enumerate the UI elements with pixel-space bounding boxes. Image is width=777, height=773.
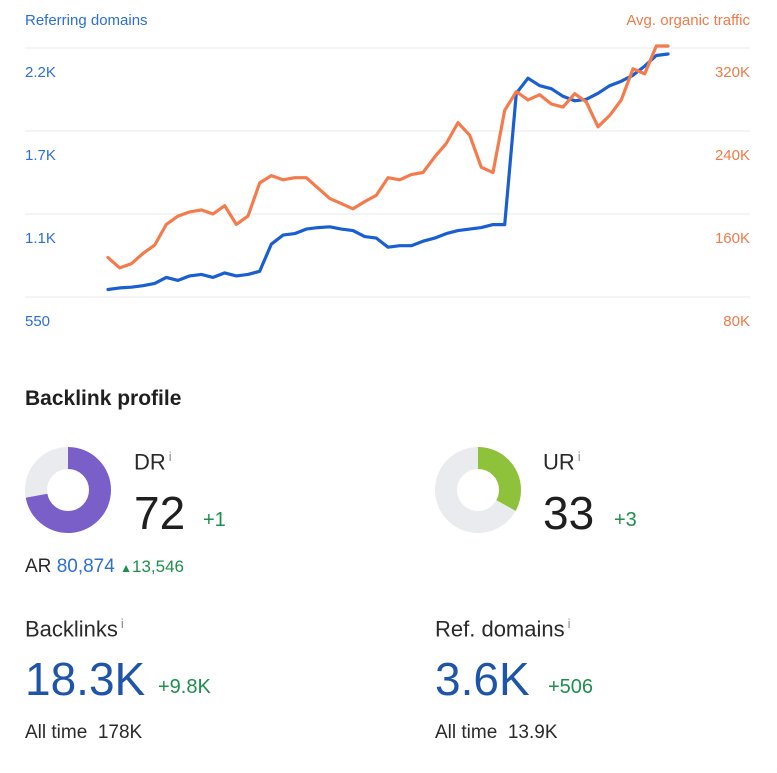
ar-value[interactable]: 80,874: [56, 556, 115, 577]
right-tick-label: 320K: [714, 64, 750, 81]
ur-label: UR i: [543, 449, 581, 475]
ur-value: 33: [543, 487, 595, 539]
ar-label: AR: [25, 556, 52, 577]
left-tick-label: 1.1K: [25, 230, 56, 247]
traffic-chart: [25, 44, 750, 298]
series-line-organic-traffic: [106, 44, 670, 270]
ar-row: AR 80,874 ▲13,546: [25, 556, 184, 578]
chart-grid: [25, 47, 750, 298]
backlinks-label: Backlinks i: [25, 616, 124, 642]
dr-donut-chart: [25, 447, 111, 533]
ar-delta-value: 13,546: [131, 557, 184, 576]
ur-delta: +3: [614, 509, 637, 531]
ur-label-text: UR: [543, 449, 575, 475]
series-line-referring-domains: [106, 52, 670, 292]
ur-donut-fill: [435, 447, 521, 533]
left-tick-label: 550: [25, 313, 51, 330]
ur-donut-chart: [435, 447, 521, 533]
all-time-value: 178K: [97, 722, 143, 743]
info-icon[interactable]: i: [567, 616, 571, 631]
ref-domains-value[interactable]: 3.6K: [435, 653, 530, 705]
backlinks-label-text: Backlinks: [25, 616, 118, 642]
all-time-value: 13.9K: [507, 722, 558, 743]
ref-domains-delta: +506: [548, 676, 594, 698]
all-time-label: All time: [435, 722, 498, 743]
left-tick-label: 1.7K: [25, 147, 56, 164]
backlinks-all-time: All time 178K: [25, 722, 142, 744]
dr-delta: +1: [203, 509, 226, 531]
backlinks-delta: +9.8K: [158, 676, 211, 698]
right-tick-label: 240K: [714, 147, 750, 164]
all-time-label: All time: [25, 722, 88, 743]
right-axis-title: Avg. organic traffic: [626, 12, 750, 29]
info-icon[interactable]: i: [168, 449, 172, 464]
dr-label: DR i: [134, 449, 172, 475]
right-tick-label: 160K: [714, 230, 750, 247]
left-tick-label: 2.2K: [25, 64, 56, 81]
up-arrow-icon: ▲: [120, 561, 132, 575]
left-axis-title: Referring domains: [25, 12, 148, 29]
ref-domains-all-time: All time 13.9K: [435, 722, 558, 744]
dr-value: 72: [134, 487, 186, 539]
info-icon[interactable]: i: [577, 449, 581, 464]
ar-delta: ▲13,546: [120, 557, 184, 576]
ref-domains-label-text: Ref. domains: [435, 616, 565, 642]
dr-label-text: DR: [134, 449, 166, 475]
dr-donut-fill: [25, 447, 111, 533]
ref-domains-label: Ref. domains i: [435, 616, 571, 642]
right-tick-label: 80K: [723, 313, 750, 330]
backlinks-value[interactable]: 18.3K: [25, 653, 146, 705]
info-icon[interactable]: i: [120, 616, 124, 631]
section-title: Backlink profile: [25, 387, 182, 410]
